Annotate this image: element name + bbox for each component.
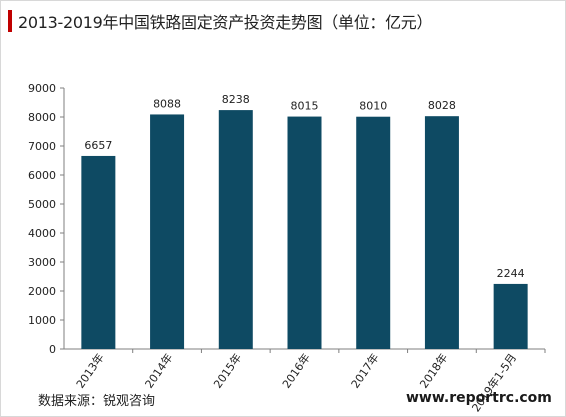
x-tick-label: 2014年: [142, 351, 176, 391]
data-label: 8238: [222, 93, 250, 106]
bar: [287, 116, 322, 349]
data-label: 8088: [153, 97, 181, 110]
x-tick-label: 2013年: [73, 351, 107, 391]
bar: [356, 116, 391, 350]
x-tick-label: 2016年: [279, 351, 313, 391]
y-tick-label: 6000: [28, 169, 56, 182]
x-tick-label: 2018年: [417, 351, 451, 391]
title-accent-bar: [8, 10, 12, 32]
bar: [150, 114, 185, 349]
website-watermark: www.reportrc.com: [406, 390, 552, 406]
data-label: 2244: [497, 267, 525, 280]
y-tick-label: 7000: [28, 140, 56, 153]
chart-title: 2013-2019年中国铁路固定资产投资走势图（单位：亿元）: [18, 13, 433, 32]
y-tick-label: 0: [49, 343, 56, 356]
x-tick-label: 2015年: [210, 351, 244, 391]
bar: [218, 110, 253, 350]
y-tick-label: 2000: [28, 285, 56, 298]
y-tick-label: 4000: [28, 227, 56, 240]
data-label: 6657: [84, 139, 112, 152]
y-tick-label: 1000: [28, 314, 56, 327]
bar: [493, 283, 528, 349]
data-label: 8010: [359, 100, 387, 113]
y-tick-label: 5000: [28, 198, 56, 211]
y-tick-label: 8000: [28, 111, 56, 124]
source-note: 数据来源：锐观咨询: [38, 394, 156, 409]
x-tick-label: 2017年: [348, 351, 382, 391]
y-tick-label: 9000: [28, 82, 56, 95]
data-label: 8015: [291, 100, 319, 113]
y-tick-label: 3000: [28, 256, 56, 269]
bar: [424, 116, 459, 349]
bar: [81, 155, 116, 349]
data-label: 8028: [428, 99, 456, 112]
